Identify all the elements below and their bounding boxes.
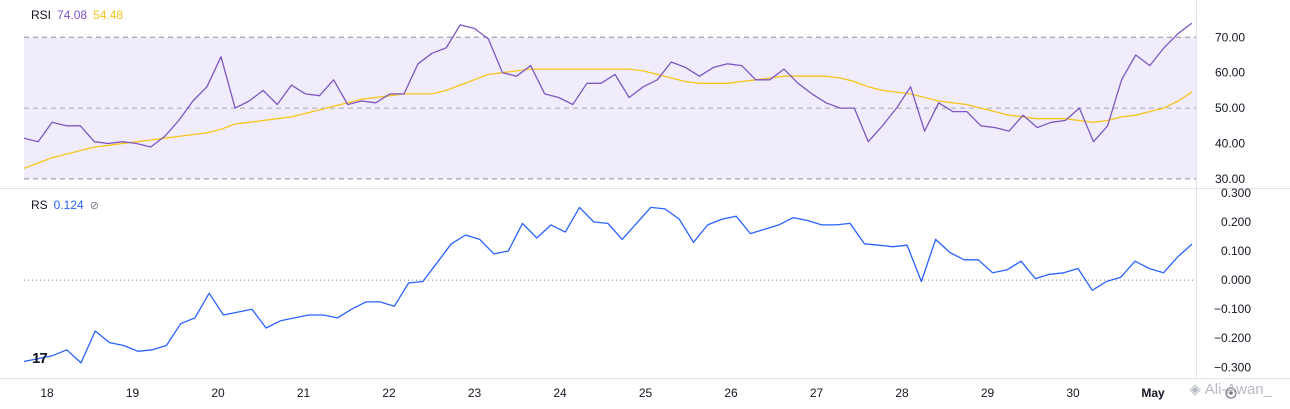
x-tick-12: 30 xyxy=(1066,386,1080,400)
x-tick-3: 21 xyxy=(297,386,311,400)
rsi-y-tick-0: 70.00 xyxy=(1215,30,1245,44)
x-tick-9: 27 xyxy=(810,386,824,400)
rsi-y-tick-3: 40.00 xyxy=(1215,137,1245,151)
rsi-legend-value: 74.08 xyxy=(57,8,88,22)
rs-y-tick-3: 0.000 xyxy=(1221,273,1251,287)
rs-y-tick-4: −0.100 xyxy=(1214,302,1251,316)
rs-legend-label: RS xyxy=(31,198,48,212)
x-tick-4: 22 xyxy=(382,386,396,400)
rsi-line xyxy=(23,22,1193,148)
rs-y-tick-6: −0.300 xyxy=(1214,360,1251,374)
settings-gear-center xyxy=(1229,391,1233,395)
rs-y-tick-0: 0.300 xyxy=(1221,186,1251,200)
x-tick-10: 28 xyxy=(895,386,909,400)
x-tick-6: 24 xyxy=(553,386,567,400)
tradingview-logo[interactable]: 17 xyxy=(32,350,48,367)
rsi-ma-legend-value: 54.48 xyxy=(93,8,124,22)
watermark-text: Ali-Awan_ xyxy=(1204,380,1272,398)
x-tick-11: 29 xyxy=(981,386,995,400)
rsi-y-tick-4: 30.00 xyxy=(1215,172,1245,186)
rs-y-tick-2: 0.100 xyxy=(1221,244,1251,258)
rs-y-tick-1: 0.200 xyxy=(1221,215,1251,229)
hidden-eye-icon[interactable]: ⊘ xyxy=(89,199,99,212)
settings-gear-icon[interactable] xyxy=(1225,387,1237,399)
x-tick-7: 25 xyxy=(639,386,653,400)
x-tick-5: 23 xyxy=(468,386,482,400)
rs-line xyxy=(23,206,1193,364)
x-tick-2: 20 xyxy=(211,386,225,400)
rsi-legend: RSI 74.08 54.48 xyxy=(31,8,123,22)
x-tick-1: 19 xyxy=(126,386,140,400)
x-tick-8: 26 xyxy=(724,386,738,400)
rsi-ma-line xyxy=(23,68,1193,169)
rs-y-tick-5: −0.200 xyxy=(1214,331,1251,345)
x-tick-0: 18 xyxy=(40,386,54,400)
rs-legend-value: 0.124 xyxy=(53,198,84,212)
watermark: ◈ Ali-Awan_ xyxy=(1189,380,1272,399)
x-tick-13: May xyxy=(1141,386,1165,400)
rs-legend: RS 0.124 ⊘ xyxy=(31,198,99,212)
watermark-badge-icon: ◈ xyxy=(1189,381,1201,398)
rsi-legend-label: RSI xyxy=(31,8,52,22)
rsi-y-tick-2: 50.00 xyxy=(1215,101,1245,115)
rsi-y-tick-1: 60.00 xyxy=(1215,66,1245,80)
